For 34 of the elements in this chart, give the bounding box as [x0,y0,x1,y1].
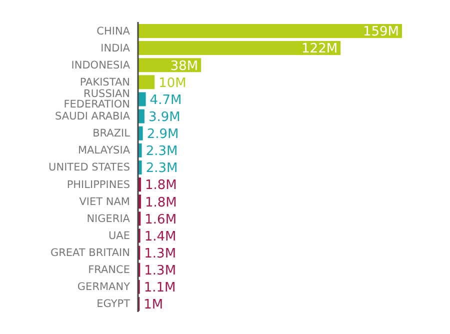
data-label: 1.3M [144,264,176,279]
data-label: 3.9M [148,110,180,125]
data-label: 38M [170,58,198,74]
y-tick-label: GREAT BRITAIN [50,247,130,260]
data-label: 159M [362,24,399,40]
y-tick-label: NIGERIA [86,212,131,225]
data-label: 1.3M [144,246,176,262]
data-label: 4.7M [150,92,182,108]
data-label: 1.4M [144,229,176,244]
y-tick-label: INDONESIA [71,59,131,72]
data-label: 1M [144,298,164,313]
y-tick-label: EGYPT [96,298,131,310]
y-tick-label: FRANCE [88,264,130,276]
data-label: 122M [302,42,338,57]
y-tick-label: INDIA [100,42,131,54]
y-tick-label: PAKISTAN [80,76,130,88]
y-tick-label: UNITED STATES [48,162,130,174]
data-label: 1.8M [144,195,177,210]
y-tick-label: UAE [108,230,130,242]
data-label: 2.9M [146,127,179,142]
data-label: 10M [158,76,186,91]
y-tick-label: PHILIPPINES [66,178,130,191]
data-label: 1.1M [144,280,176,296]
y-tick-label: RUSSIAN FEDERATION [64,88,130,111]
y-tick-label: SAUDI ARABIA [55,110,131,123]
data-label: 1.6M [144,212,177,228]
y-tick-label: GERMANY [77,281,131,294]
y-tick-label: MALAYSIA [78,144,131,157]
data-label: 2.3M [146,161,178,176]
data-label: 1.8M [144,178,177,194]
y-tick-label: BRAZIL [92,128,130,140]
y-tick-label: CHINA [96,25,131,38]
y-tick-label: VIET NAM [79,196,130,208]
data-label: 2.3M [146,144,178,160]
